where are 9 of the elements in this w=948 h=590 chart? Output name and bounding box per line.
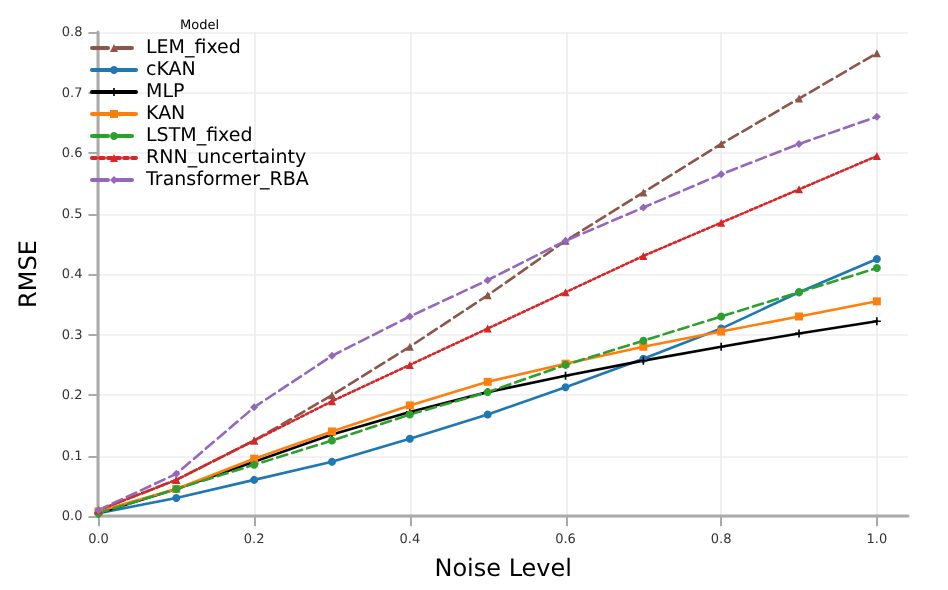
legend-label: LEM_fixed — [146, 37, 241, 59]
legend-label: cKAN — [146, 59, 196, 81]
legend-label: MLP — [146, 81, 185, 103]
legend-label: RNN_uncertainty — [146, 147, 308, 169]
legend-label: Transformer_RBA — [144, 169, 310, 191]
legend-label: KAN — [146, 103, 186, 125]
legend-label: LSTM_fixed — [146, 125, 253, 147]
x-axis-title: Noise Level — [434, 554, 573, 582]
y-axis-title: RMSE — [14, 240, 42, 308]
